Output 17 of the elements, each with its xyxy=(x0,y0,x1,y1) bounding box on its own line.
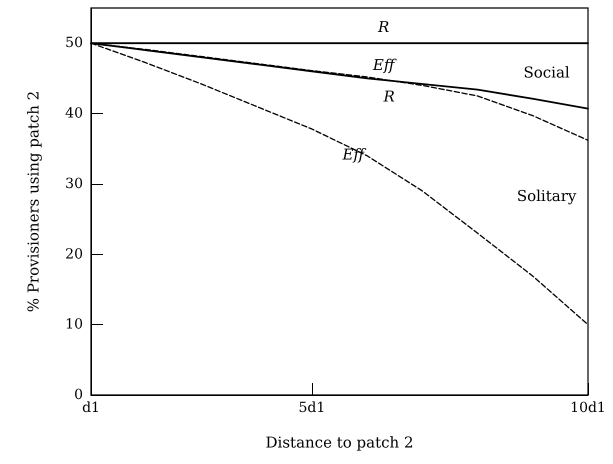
series-label: Eff xyxy=(372,56,397,74)
annotation: Solitary xyxy=(516,186,577,205)
x-tick-label: 10d1 xyxy=(570,400,606,416)
x-tick-label: d1 xyxy=(82,400,100,416)
series-label: R xyxy=(377,18,390,36)
series-label: R xyxy=(382,88,395,106)
y-tick-label: 40 xyxy=(65,106,83,122)
y-axis-title: % Provisioners using patch 2 xyxy=(24,90,42,312)
y-tick-label: 20 xyxy=(65,246,83,262)
x-axis-title: Distance to patch 2 xyxy=(266,434,414,452)
y-tick-label: 30 xyxy=(65,176,83,192)
y-tick-label: 0 xyxy=(74,387,83,403)
series-label: Eff xyxy=(342,145,366,164)
y-tick-label: 50 xyxy=(65,35,83,52)
x-tick-label: 5d1 xyxy=(298,400,326,416)
annotation: Social xyxy=(523,64,570,82)
y-tick-label: 10 xyxy=(65,316,83,333)
